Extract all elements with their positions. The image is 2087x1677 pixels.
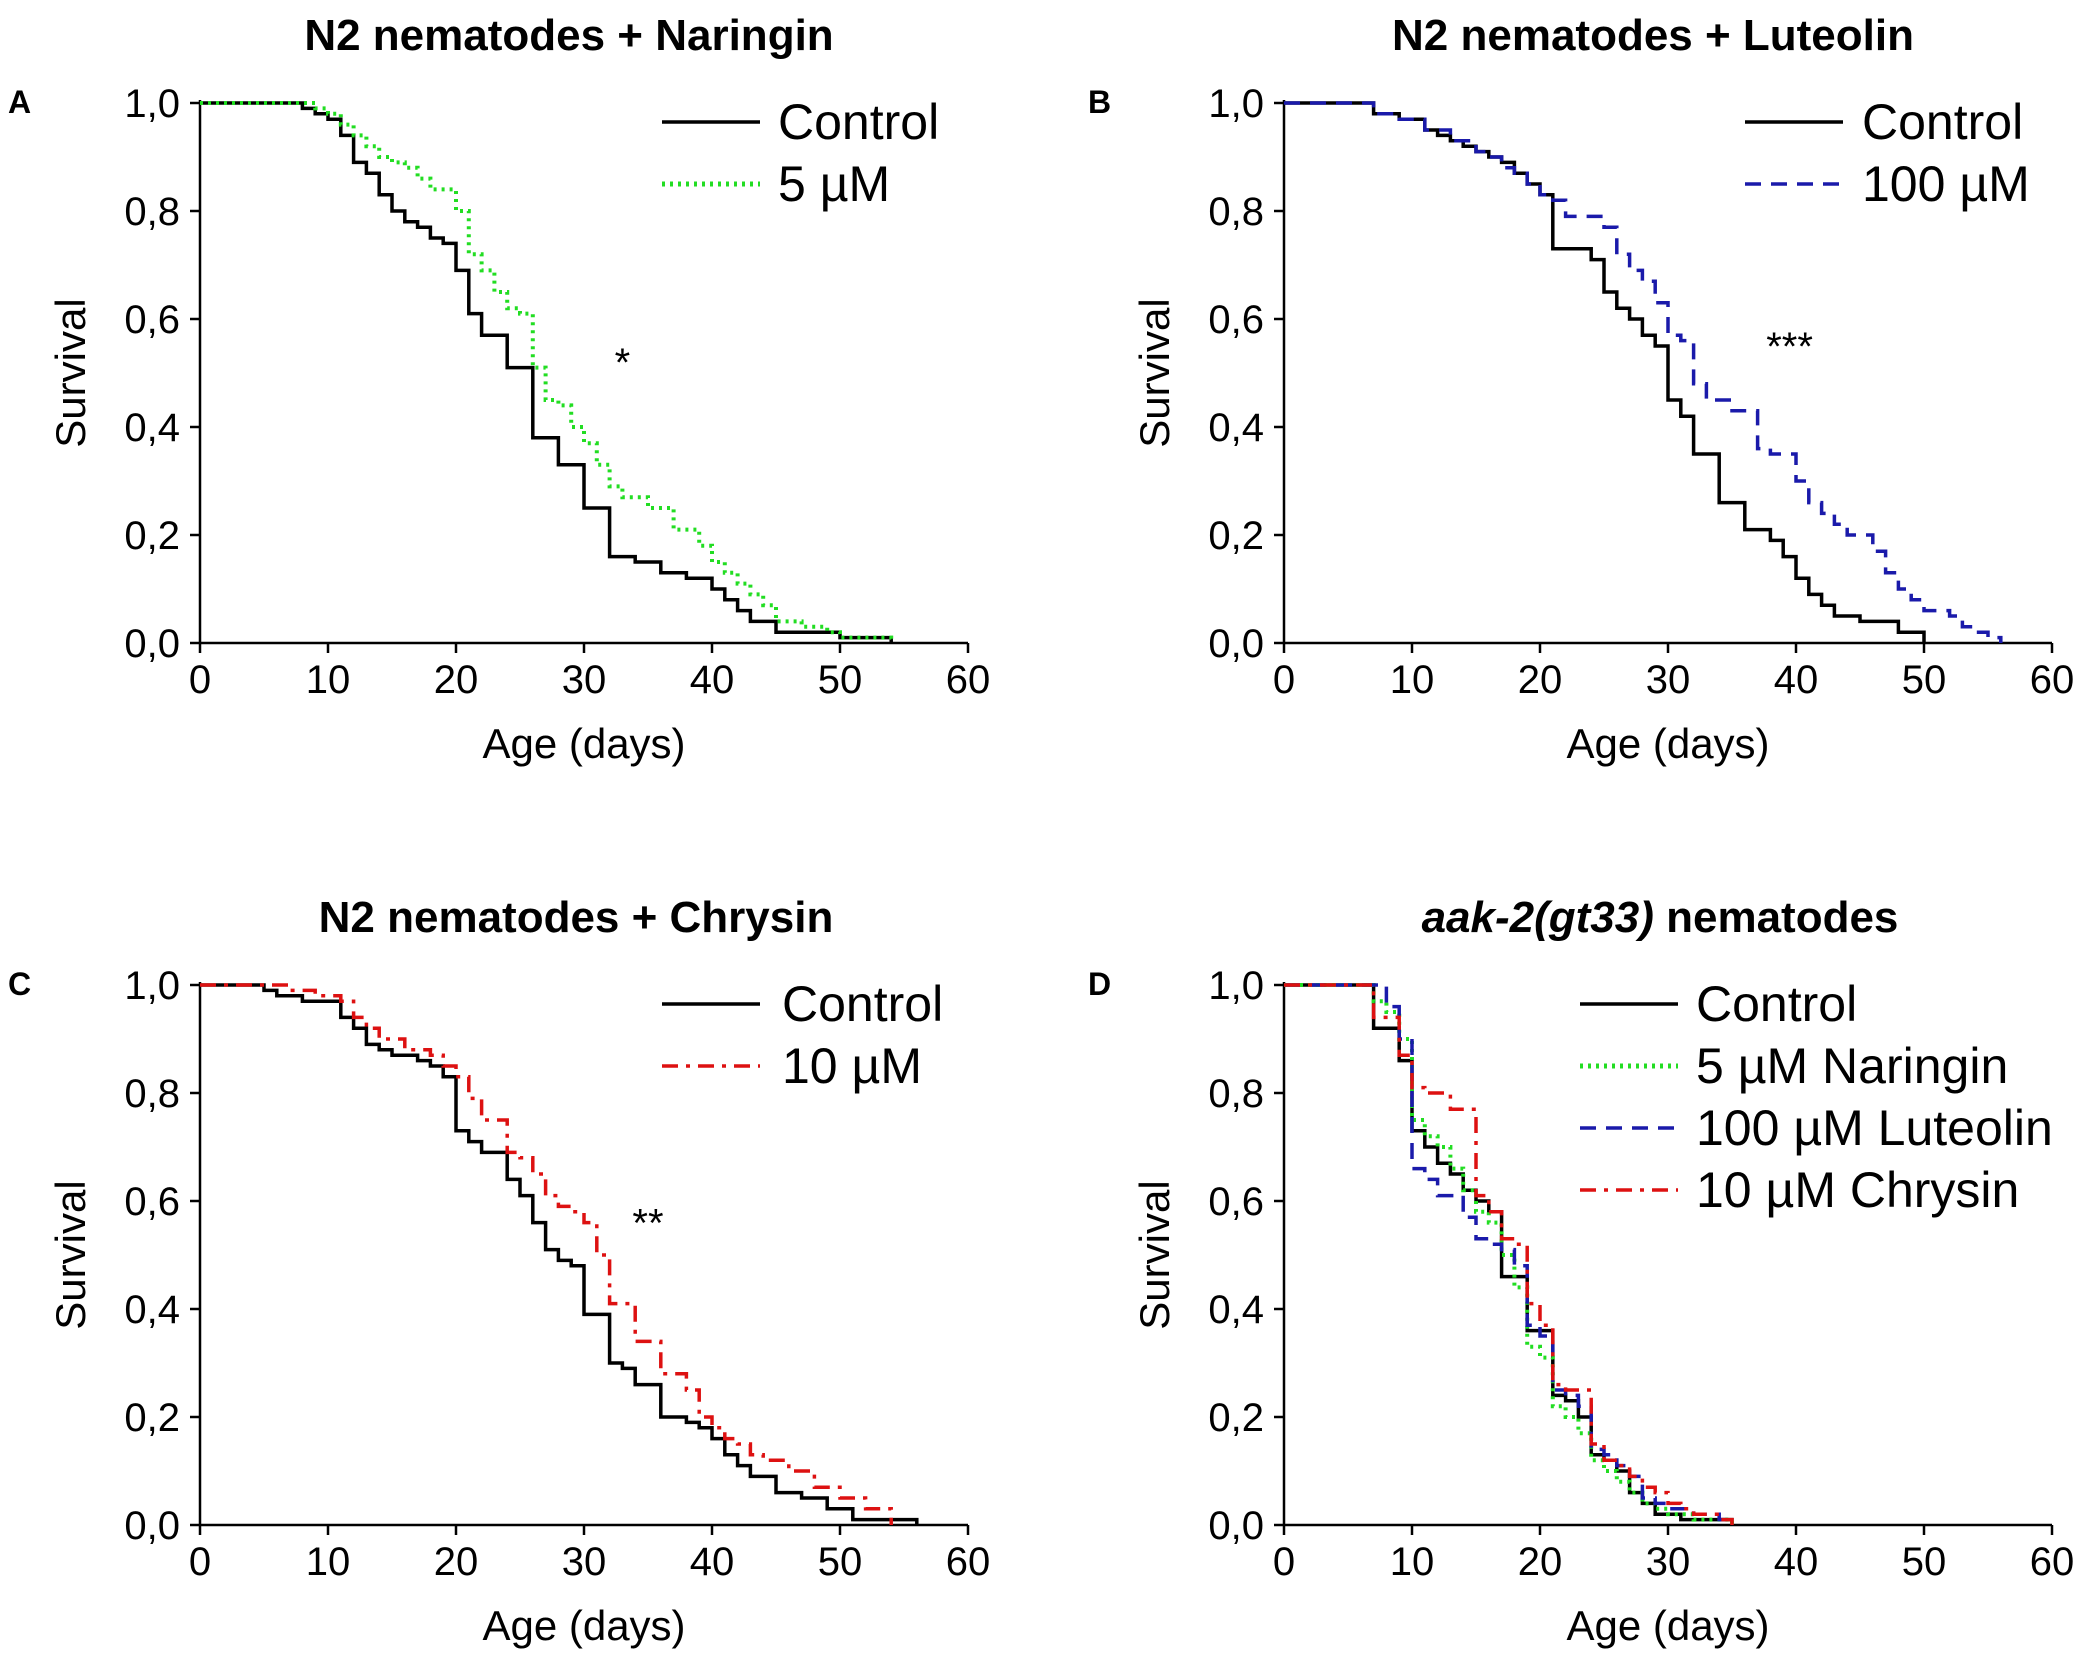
- significance-marker: **: [632, 1202, 663, 1246]
- legend-label: Control: [1696, 976, 1857, 1032]
- legend-label: 10 µM: [782, 1038, 922, 1094]
- legend-label: 5 µM Naringin: [1696, 1038, 2008, 1094]
- chart-title-part: N2 nematodes + Naringin: [304, 11, 833, 60]
- x-tick-label: 50: [1902, 1540, 1947, 1584]
- y-tick-label: 0,0: [1208, 1504, 1264, 1548]
- chart-title-part: aak-2(gt33): [1422, 893, 1654, 942]
- x-axis-label: Age (days): [482, 1602, 685, 1649]
- series-line-10-m: [200, 983, 893, 1525]
- legend-label: 100 µM Luteolin: [1696, 1100, 2053, 1156]
- significance-marker: *: [615, 341, 631, 385]
- x-tick-label: 60: [2030, 1540, 2075, 1584]
- x-tick-label: 10: [306, 658, 351, 702]
- y-tick-label: 0,8: [1208, 1072, 1264, 1116]
- x-tick-label: 20: [434, 658, 479, 702]
- y-tick-label: 0,0: [124, 622, 180, 666]
- x-tick-label: 30: [1646, 1540, 1691, 1584]
- x-tick-label: 30: [562, 658, 607, 702]
- y-axis-label: Survival: [47, 1180, 94, 1329]
- y-tick-label: 0,0: [124, 1504, 180, 1548]
- panel-b: N2 nematodes + Luteolin B 0 10 20 30 40 50 60 0,0…: [1088, 11, 2074, 767]
- x-tick-label: 0: [189, 1540, 211, 1584]
- chart-title-part: N2 nematodes + Chrysin: [319, 893, 834, 942]
- x-axis-label: Age (days): [482, 720, 685, 767]
- x-tick-label: 60: [946, 1540, 991, 1584]
- y-axis-label: Survival: [1131, 298, 1178, 447]
- panel-letter: B: [1088, 84, 1111, 120]
- y-tick-label: 0,4: [124, 1288, 180, 1332]
- x-tick-label: 40: [1774, 658, 1819, 702]
- y-tick-label: 0,2: [1208, 514, 1264, 558]
- x-tick-label: 40: [1774, 1540, 1819, 1584]
- y-tick-label: 0,4: [1208, 406, 1264, 450]
- legend-label: 100 µM: [1862, 156, 2030, 212]
- chart-title: N2 nematodes + Luteolin: [1392, 11, 1914, 60]
- y-tick-label: 1,0: [124, 964, 180, 1008]
- panel-letter: A: [8, 84, 31, 120]
- y-tick-label: 0,8: [1208, 190, 1264, 234]
- chart-title-part: nematodes: [1654, 893, 1899, 942]
- panel-letter: D: [1088, 966, 1111, 1002]
- x-tick-label: 10: [306, 1540, 351, 1584]
- y-axis-label: Survival: [47, 298, 94, 447]
- series-line-control: [200, 101, 893, 643]
- x-tick-label: 50: [818, 658, 863, 702]
- y-tick-label: 0,4: [1208, 1288, 1264, 1332]
- series-line-10-m-chrysin: [1284, 983, 1734, 1525]
- x-tick-label: 50: [1902, 658, 1947, 702]
- y-tick-label: 0,2: [124, 1396, 180, 1440]
- y-tick-label: 0,2: [124, 514, 180, 558]
- panel-a: N2 nematodes + Naringin A 0 10 20 30 40 50 60 0,0…: [8, 11, 990, 767]
- x-axis-label: Age (days): [1566, 720, 1769, 767]
- chart-title: N2 nematodes + Naringin: [304, 11, 833, 60]
- x-tick-label: 20: [1518, 658, 1563, 702]
- x-tick-label: 20: [434, 1540, 479, 1584]
- panel-c: N2 nematodes + Chrysin C 0 10 20 30 40 50 60 0,0 0…: [8, 893, 990, 1649]
- x-tick-label: 10: [1390, 658, 1435, 702]
- x-tick-label: 60: [2030, 658, 2075, 702]
- legend-label: 10 µM Chrysin: [1696, 1162, 2019, 1218]
- panel-d: aak-2(gt33) nematodes D 0 10 20 30 40 50 60 0,0 0,…: [1088, 893, 2074, 1649]
- y-tick-label: 0,6: [1208, 1180, 1264, 1224]
- panel-letter: C: [8, 966, 31, 1002]
- x-tick-label: 0: [1273, 1540, 1295, 1584]
- chart-title: N2 nematodes + Chrysin: [319, 893, 834, 942]
- y-tick-label: 0,0: [1208, 622, 1264, 666]
- chart-title: aak-2(gt33) nematodes: [1422, 893, 1899, 942]
- legend-label: Control: [778, 94, 939, 150]
- y-tick-label: 1,0: [124, 82, 180, 126]
- y-tick-label: 0,2: [1208, 1396, 1264, 1440]
- x-tick-label: 40: [690, 1540, 735, 1584]
- legend-label: 5 µM: [778, 156, 890, 212]
- legend-label: Control: [782, 976, 943, 1032]
- series-line-5-m: [200, 101, 894, 643]
- y-axis-label: Survival: [1131, 1180, 1178, 1329]
- y-tick-label: 0,8: [124, 1072, 180, 1116]
- significance-marker: ***: [1766, 325, 1813, 369]
- y-tick-label: 0,6: [124, 298, 180, 342]
- x-tick-label: 0: [1273, 658, 1295, 702]
- x-tick-label: 50: [818, 1540, 863, 1584]
- y-tick-label: 0,6: [124, 1180, 180, 1224]
- legend-label: Control: [1862, 94, 2023, 150]
- y-tick-label: 0,6: [1208, 298, 1264, 342]
- x-tick-label: 30: [1646, 658, 1691, 702]
- series-line-100-m-luteolin: [1284, 983, 1734, 1525]
- x-tick-label: 60: [946, 658, 991, 702]
- chart-title-part: N2 nematodes + Luteolin: [1392, 11, 1914, 60]
- x-tick-label: 20: [1518, 1540, 1563, 1584]
- x-tick-label: 10: [1390, 1540, 1435, 1584]
- x-axis-label: Age (days): [1566, 1602, 1769, 1649]
- y-tick-label: 0,4: [124, 406, 180, 450]
- y-tick-label: 1,0: [1208, 82, 1264, 126]
- y-tick-label: 1,0: [1208, 964, 1264, 1008]
- x-tick-label: 0: [189, 658, 211, 702]
- series-line-100-m: [1284, 101, 2003, 643]
- x-tick-label: 40: [690, 658, 735, 702]
- series-line-control: [200, 983, 919, 1525]
- y-tick-label: 0,8: [124, 190, 180, 234]
- x-tick-label: 30: [562, 1540, 607, 1584]
